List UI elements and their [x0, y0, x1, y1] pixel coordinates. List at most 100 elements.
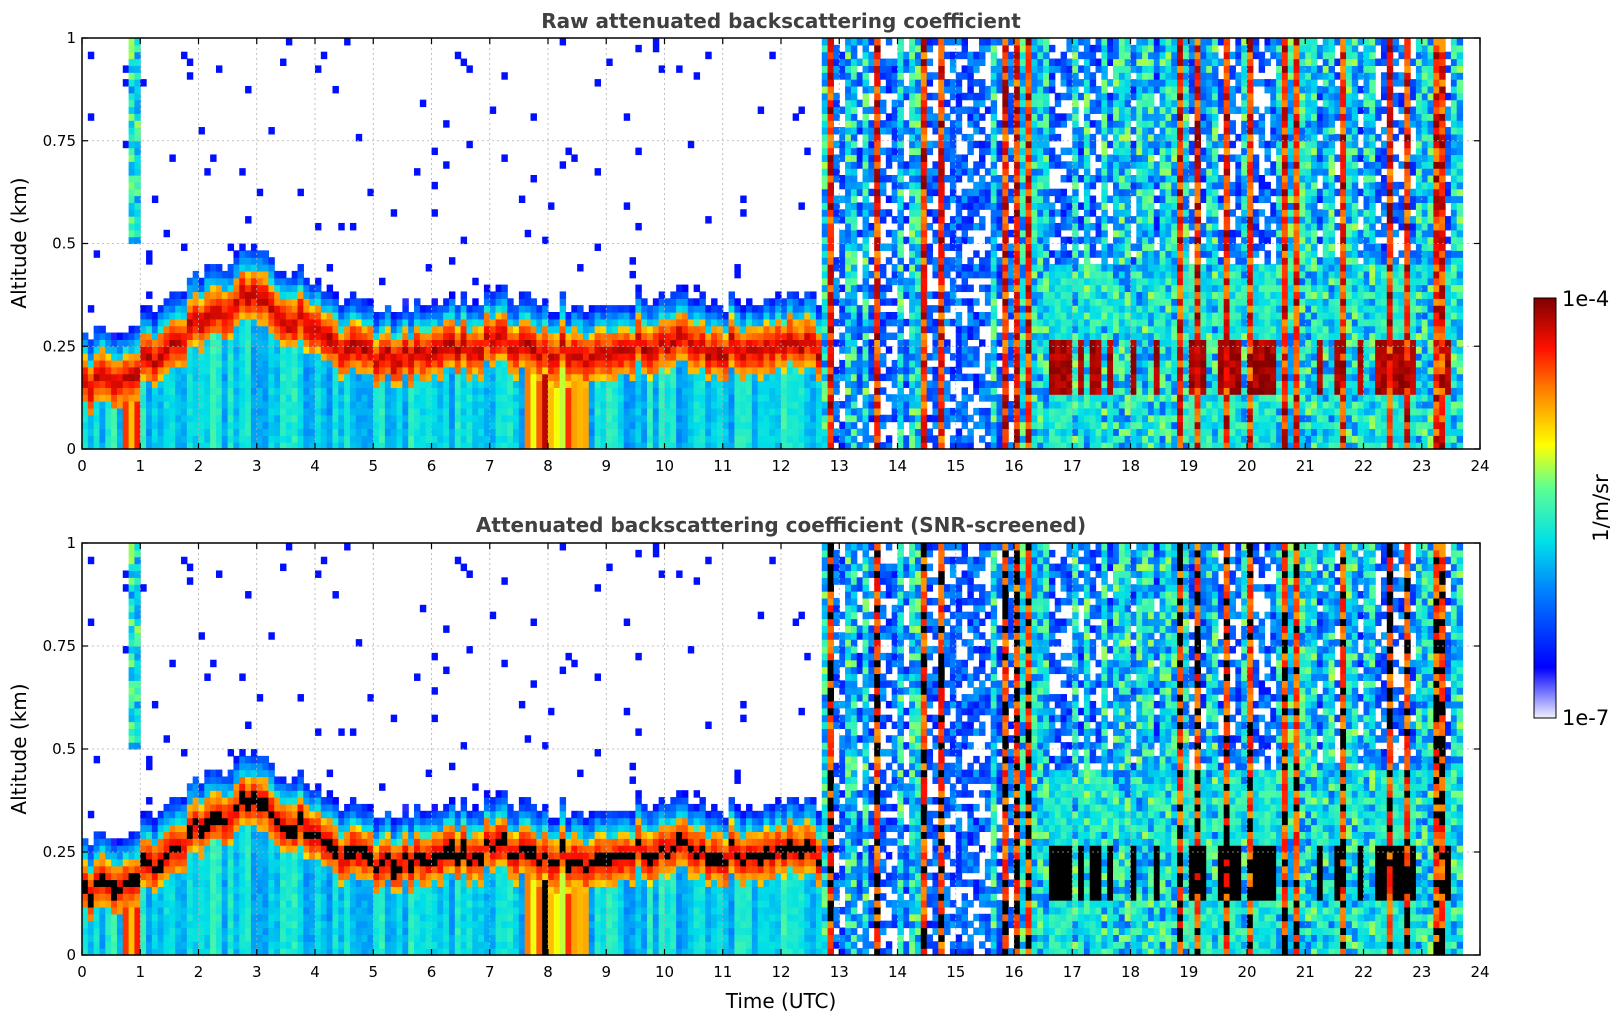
heatmap-cell — [122, 65, 130, 73]
heatmap-cell — [821, 133, 829, 142]
heatmap-cell — [676, 421, 683, 430]
heatmap-cell — [1043, 346, 1050, 354]
heatmap-cell — [291, 312, 299, 320]
heatmap-cell — [693, 414, 701, 423]
heatmap-cell — [1054, 414, 1062, 423]
heatmap-cell — [507, 421, 514, 430]
heatmap-cell — [827, 44, 835, 53]
heatmap-cell — [146, 414, 153, 423]
heatmap-cell — [757, 414, 765, 423]
heatmap-cell — [280, 353, 287, 361]
heatmap-cell — [804, 298, 811, 306]
heatmap-cell — [967, 236, 974, 245]
heatmap-cell — [862, 44, 869, 53]
heatmap-cell — [1019, 428, 1027, 436]
heatmap-cell — [239, 339, 246, 347]
heatmap-cell — [996, 332, 1003, 340]
heatmap-cell — [250, 257, 258, 265]
heatmap-cell — [1008, 442, 1015, 450]
heatmap-cell — [891, 85, 899, 94]
heatmap-cell — [885, 65, 893, 73]
heatmap-cell — [239, 428, 246, 436]
heatmap-cell — [1031, 257, 1038, 265]
heatmap-cell — [629, 346, 636, 354]
heatmap-cell — [973, 58, 980, 66]
heatmap-cell — [565, 414, 572, 423]
heatmap-cell — [198, 284, 205, 293]
heatmap-cell — [344, 359, 351, 368]
heatmap-cell — [827, 407, 835, 416]
heatmap-cell — [175, 442, 182, 450]
heatmap-cell — [262, 305, 269, 313]
heatmap-cell — [367, 325, 374, 334]
heatmap-cell — [204, 407, 211, 416]
heatmap-cell — [740, 346, 747, 354]
heatmap-cell — [169, 359, 176, 368]
heatmap-cell — [874, 51, 881, 60]
heatmap-cell — [880, 270, 887, 279]
heatmap-cell — [850, 120, 858, 128]
heatmap-cell — [687, 353, 695, 361]
heatmap-cell — [390, 346, 398, 354]
heatmap-cell — [454, 359, 462, 368]
heatmap-cell — [996, 339, 1003, 347]
heatmap-cell — [1037, 236, 1044, 245]
heatmap-cell — [891, 359, 899, 368]
heatmap-cell — [1014, 373, 1021, 382]
heatmap-cell — [676, 65, 683, 73]
heatmap-cell — [961, 435, 968, 443]
heatmap-cell — [157, 325, 165, 334]
heatmap-cell — [582, 359, 590, 368]
heatmap-cell — [967, 133, 974, 142]
heatmap-cell — [850, 140, 858, 149]
heatmap-cell — [559, 339, 567, 347]
heatmap-cell — [850, 305, 858, 313]
heatmap-cell — [850, 291, 858, 299]
heatmap-cell — [845, 92, 852, 101]
heatmap-cell — [635, 414, 642, 423]
heatmap-cell — [868, 339, 875, 347]
heatmap-cell — [979, 147, 986, 156]
heatmap-cell — [495, 394, 502, 402]
heatmap-cell — [1025, 312, 1033, 320]
heatmap-cell — [955, 120, 963, 128]
heatmap-cell — [1014, 243, 1021, 251]
heatmap-cell — [885, 113, 893, 121]
heatmap-cell — [979, 270, 986, 279]
heatmap-cell — [652, 414, 660, 423]
heatmap-cell — [1031, 120, 1038, 128]
heatmap-cell — [763, 421, 770, 430]
heatmap-cell — [973, 359, 980, 368]
heatmap-cell — [757, 401, 765, 409]
heatmap-cell — [192, 407, 200, 416]
heatmap-cell — [885, 318, 893, 327]
heatmap-cell — [419, 380, 427, 388]
heatmap-cell — [914, 175, 922, 183]
heatmap-cell — [897, 421, 904, 430]
heatmap-cell — [367, 298, 374, 306]
heatmap-cell — [454, 312, 462, 320]
heatmap-cell — [151, 332, 159, 340]
heatmap-cell — [542, 428, 549, 436]
heatmap-cell — [483, 325, 491, 334]
heatmap-cell — [122, 373, 130, 382]
heatmap-cell — [414, 332, 421, 340]
heatmap-cell — [891, 373, 899, 382]
heatmap-cell — [460, 414, 468, 423]
heatmap-cell — [1014, 175, 1021, 183]
heatmap-cell — [122, 407, 130, 416]
heatmap-cell — [1008, 154, 1015, 162]
heatmap-cell — [274, 442, 281, 450]
heatmap-cell — [798, 325, 805, 334]
heatmap-cell — [431, 373, 438, 382]
heatmap-cell — [996, 127, 1003, 135]
heatmap-cell — [670, 414, 677, 423]
heatmap-cell — [990, 154, 998, 162]
heatmap-cell — [1031, 65, 1038, 73]
heatmap-cell — [134, 359, 141, 368]
heatmap-cell — [379, 325, 386, 334]
heatmap-cell — [623, 421, 631, 430]
heatmap-cell — [280, 401, 287, 409]
heatmap-cell — [746, 305, 753, 313]
heatmap-cell — [944, 421, 951, 430]
